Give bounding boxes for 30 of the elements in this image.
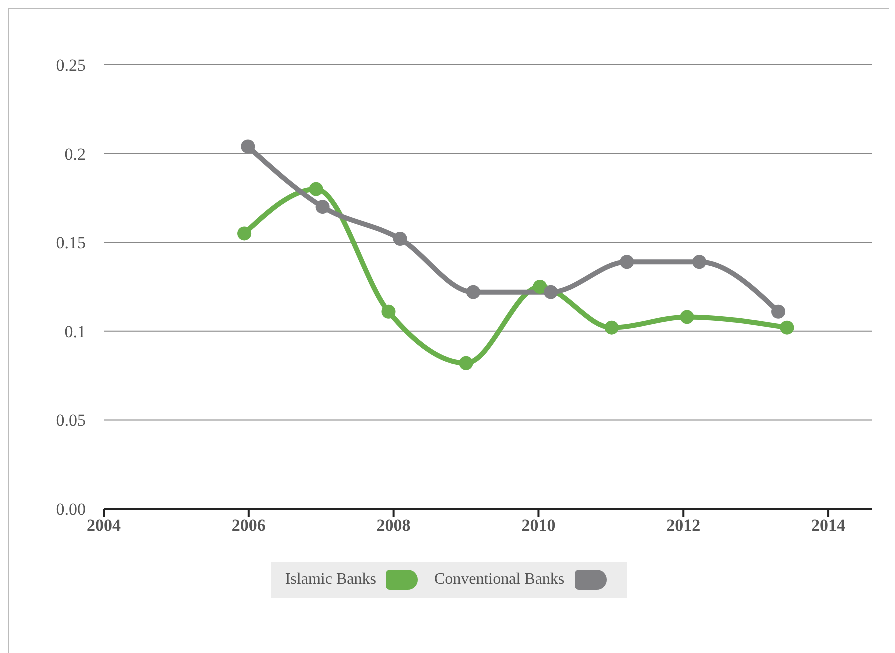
point xyxy=(382,304,396,319)
x-tick-label: 2012 xyxy=(666,516,701,536)
point xyxy=(692,255,707,270)
y-tick-label: 0.2 xyxy=(64,144,86,164)
x-tick-label: 2008 xyxy=(376,516,411,536)
point xyxy=(316,200,330,214)
x-tick-label: 2006 xyxy=(232,516,266,536)
point xyxy=(533,280,548,294)
x-tick-label: 2004 xyxy=(87,516,122,536)
y-tick-label: 0.1 xyxy=(64,322,86,342)
x-tick-label: 2010 xyxy=(522,516,556,536)
point xyxy=(241,140,256,154)
x-tick-label: 2014 xyxy=(812,516,846,536)
y-tick-label: 0.05 xyxy=(56,411,86,430)
point xyxy=(772,304,786,319)
point xyxy=(620,255,634,270)
point xyxy=(544,285,558,300)
y-tick-label: 0.00 xyxy=(56,500,86,520)
point xyxy=(238,226,252,241)
legend-label: Islamic Banks xyxy=(285,571,376,589)
point xyxy=(393,232,408,246)
point xyxy=(459,356,474,370)
point xyxy=(780,320,794,335)
y-tick-label: 0.15 xyxy=(56,234,86,253)
point xyxy=(466,285,481,300)
legend-label: Conventional Banks xyxy=(434,571,565,589)
point xyxy=(309,182,324,196)
point xyxy=(680,310,694,324)
point xyxy=(604,320,619,335)
y-tick-label: 0.25 xyxy=(56,56,86,76)
